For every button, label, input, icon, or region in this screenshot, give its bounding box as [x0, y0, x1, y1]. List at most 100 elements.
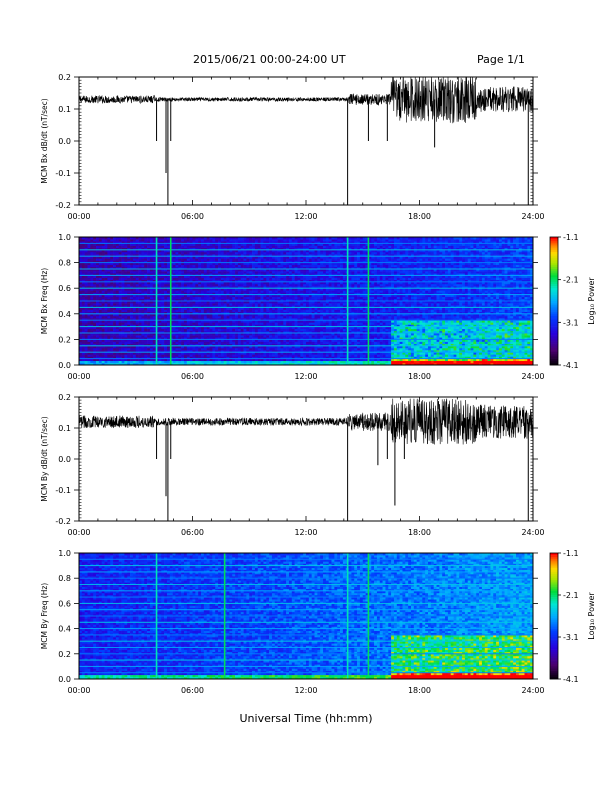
colorbar-tick-label-1-0: -1.1 [563, 233, 579, 242]
colorbar-label-1: Log₁₀ Power [587, 277, 596, 325]
colorbar-cell-3 [550, 595, 558, 597]
colorbar-cell-3 [550, 582, 558, 584]
colorbar-cell-3 [550, 606, 558, 608]
colorbar-cell-1 [550, 303, 558, 305]
y-tick-label-2-3: 0.1 [58, 424, 71, 433]
colorbar-cell-3 [550, 652, 558, 654]
colorbar-cell-1 [550, 354, 558, 356]
colorbar-cell-1 [550, 350, 558, 352]
colorbar-cell-1 [550, 271, 558, 273]
x-tick-label-3-0: 00:00 [67, 686, 90, 695]
colorbar-cell-1 [550, 297, 558, 299]
colorbar-cell-1 [550, 256, 558, 258]
y-tick-label-2-0: -0.2 [55, 517, 71, 526]
colorbar-cell-3 [550, 648, 558, 650]
colorbar-cell-3 [550, 603, 558, 605]
colorbar-cell-3 [550, 608, 558, 610]
y-tick-label-3-3: 0.6 [58, 599, 71, 608]
y-tick-label-1-1: 0.2 [58, 335, 71, 344]
page-title: 2015/06/21 00:00-24:00 UT [193, 53, 346, 66]
x-tick-label-1-0: 00:00 [67, 372, 90, 381]
colorbar-cell-1 [550, 282, 558, 284]
y-tick-label-1-0: 0.0 [58, 361, 71, 370]
colorbar-cell-3 [550, 568, 558, 570]
colorbar-cell-1 [550, 359, 558, 361]
colorbar-cell-3 [550, 656, 558, 658]
colorbar-cell-3 [550, 576, 558, 578]
colorbar-cell-3 [550, 629, 558, 631]
colorbar-tick-label-1-1: -2.1 [563, 276, 579, 285]
y-tick-label-3-5: 1.0 [58, 549, 71, 558]
y-tick-label-3-0: 0.0 [58, 675, 71, 684]
x-tick-label-2-1: 06:00 [181, 528, 204, 537]
trace-line-2 [79, 399, 533, 445]
x-tick-label-1-2: 12:00 [294, 372, 317, 381]
y-tick-label-0-2: 0.0 [58, 137, 71, 146]
colorbar-cell-1 [550, 258, 558, 260]
x-axis-title: Universal Time (hh:mm) [0, 712, 612, 725]
colorbar-cell-1 [550, 265, 558, 267]
colorbar-tick-label-3-2: -3.1 [563, 633, 579, 642]
y-tick-label-0-0: -0.2 [55, 201, 71, 210]
x-tick-label-3-2: 12:00 [294, 686, 317, 695]
colorbar-cell-1 [550, 356, 558, 358]
colorbar-cell-3 [550, 624, 558, 626]
colorbar-cell-1 [550, 299, 558, 301]
x-tick-label-0-1: 06:00 [181, 212, 204, 221]
colorbar-cell-3 [550, 643, 558, 645]
colorbar-cell-3 [550, 561, 558, 563]
colorbar-cell-1 [550, 263, 558, 265]
colorbar-cell-3 [550, 620, 558, 622]
colorbar-cell-3 [550, 660, 558, 662]
y-tick-label-3-1: 0.2 [58, 650, 71, 659]
colorbar-cell-1 [550, 329, 558, 331]
colorbar-cell-3 [550, 618, 558, 620]
colorbar-cell-3 [550, 566, 558, 568]
colorbar-cell-3 [550, 614, 558, 616]
colorbar-cell-1 [550, 301, 558, 303]
colorbar-cell-1 [550, 342, 558, 344]
colorbar-cell-3 [550, 658, 558, 660]
colorbar-cell-3 [550, 633, 558, 635]
colorbar-cell-1 [550, 280, 558, 282]
colorbar-cell-1 [550, 352, 558, 354]
y-tick-label-0-3: 0.1 [58, 105, 71, 114]
colorbar-cell-3 [550, 673, 558, 675]
colorbar-cell-3 [550, 662, 558, 664]
colorbar-cell-1 [550, 254, 558, 256]
colorbar-cell-3 [550, 570, 558, 572]
plot-frame-2 [79, 397, 533, 521]
x-tick-label-1-1: 06:00 [181, 372, 204, 381]
colorbar-cell-3 [550, 639, 558, 641]
colorbar-cell-1 [550, 252, 558, 254]
colorbar-cell-1 [550, 307, 558, 309]
y-tick-label-0-4: 0.2 [58, 73, 71, 82]
x-tick-label-1-3: 18:00 [408, 372, 431, 381]
trace-line-0 [79, 77, 533, 123]
colorbar-cell-3 [550, 589, 558, 591]
colorbar-cell-3 [550, 650, 558, 652]
colorbar-tick-label-3-3: -4.1 [563, 675, 579, 684]
colorbar-cell-3 [550, 664, 558, 666]
x-tick-label-0-0: 00:00 [67, 212, 90, 221]
colorbar-cell-3 [550, 564, 558, 566]
colorbar-cell-3 [550, 555, 558, 557]
x-tick-label-2-2: 12:00 [294, 528, 317, 537]
colorbar-cell-1 [550, 239, 558, 241]
colorbar-cell-1 [550, 305, 558, 307]
colorbar-cell-3 [550, 610, 558, 612]
x-tick-label-3-1: 06:00 [181, 686, 204, 695]
colorbar-cell-1 [550, 324, 558, 326]
colorbar-cell-3 [550, 578, 558, 580]
colorbar-cell-1 [550, 241, 558, 243]
y-tick-label-1-5: 1.0 [58, 233, 71, 242]
colorbar-tick-label-1-3: -4.1 [563, 361, 579, 370]
colorbar-tick-label-1-2: -3.1 [563, 318, 579, 327]
colorbar-cell-3 [550, 612, 558, 614]
colorbar-cell-1 [550, 278, 558, 280]
colorbar-cell-1 [550, 312, 558, 314]
colorbar-cell-1 [550, 339, 558, 341]
y-tick-label-1-2: 0.4 [58, 310, 71, 319]
